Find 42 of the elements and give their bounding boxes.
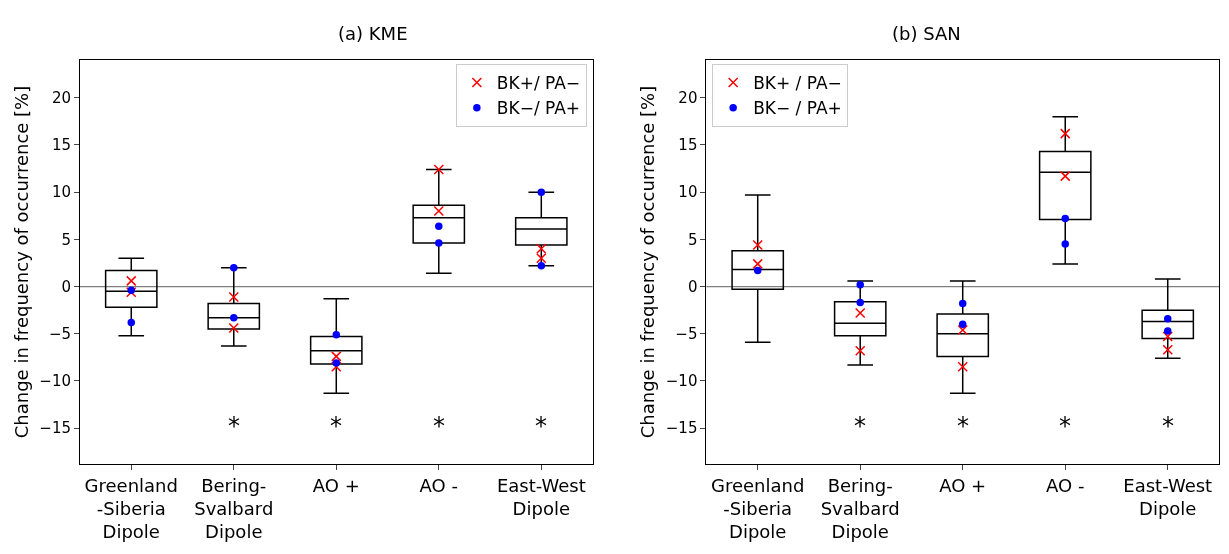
x-tick-label: AO + <box>312 474 360 496</box>
y-tick-label: 0 <box>61 277 71 296</box>
annotation: * <box>330 412 342 440</box>
y-tick-label: −15 <box>665 419 698 438</box>
y-tick-label: 10 <box>51 183 71 202</box>
legend-label: BK+/ PA− <box>496 73 581 94</box>
chart-title: (a) KME <box>338 23 408 44</box>
y-axis-title: Change in frequency of occurrence [%] <box>636 85 658 439</box>
y-tick-label: −15 <box>39 419 71 438</box>
annotation: * <box>228 412 240 440</box>
y-tick-label: 10 <box>678 183 698 202</box>
x-tick-label: AO + <box>939 474 987 496</box>
x-tick-label: Greenland -Siberia Dipole <box>84 474 178 543</box>
y-tick-label: −10 <box>665 372 698 391</box>
legend-label: BK−/ PA+ <box>496 98 581 119</box>
x-tick-label: AO - <box>1046 474 1085 496</box>
annotation: * <box>1162 412 1174 440</box>
x-tick-label: Greenland -Siberia Dipole <box>711 474 805 543</box>
annotation: * <box>535 412 547 440</box>
y-tick-label: 5 <box>61 230 71 249</box>
y-tick-label: 0 <box>687 277 698 296</box>
y-tick-label: −10 <box>39 372 71 391</box>
legend-label: BK+ / PA− <box>753 73 842 94</box>
x-tick-label: Bering- Svalbard Dipole <box>820 474 900 543</box>
annotation: * <box>957 412 969 440</box>
x-tick-label: East-West Dipole <box>1123 474 1213 519</box>
annotation: * <box>854 412 866 440</box>
y-tick-label: 5 <box>687 230 698 249</box>
x-tick-label: AO - <box>419 474 458 496</box>
chart-title: (b) SAN <box>892 23 961 44</box>
y-axis-title: Change in frequency of occurrence [%] <box>10 85 32 439</box>
x-tick-label: Bering- Svalbard Dipole <box>194 474 274 543</box>
x-tick-label: East-West Dipole <box>496 474 586 519</box>
y-tick-label: −5 <box>675 324 698 343</box>
y-tick-label: 15 <box>51 136 71 155</box>
legend-label: BK− / PA+ <box>753 98 842 119</box>
y-tick-label: 20 <box>51 89 71 108</box>
annotation: * <box>433 412 445 440</box>
y-tick-label: 20 <box>678 89 698 108</box>
annotation: * <box>1059 412 1071 440</box>
y-tick-label: −5 <box>48 324 71 343</box>
y-tick-label: 15 <box>678 136 698 155</box>
